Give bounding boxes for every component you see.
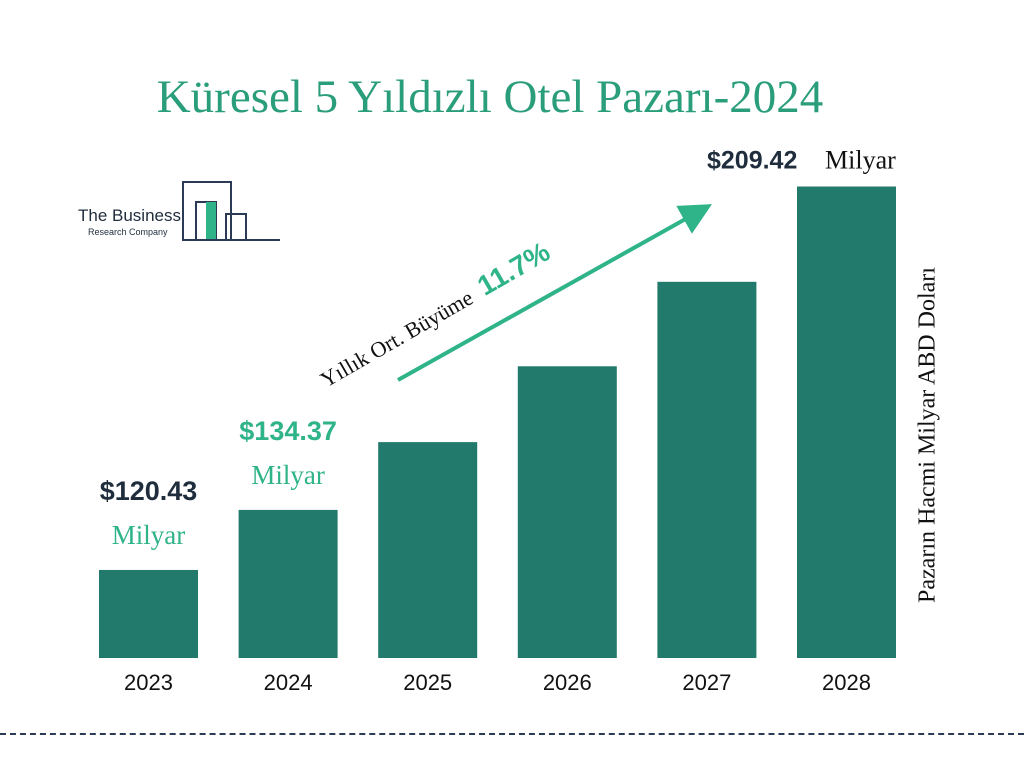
y-axis-label: Pazarın Hacmi Milyar ABD Doları [914, 267, 941, 603]
bar-2023 [99, 569, 198, 658]
growth-rate: 11.7% [472, 236, 555, 302]
x-tick-label: 2023 [124, 670, 173, 695]
value-label: $120.43 [100, 476, 198, 506]
logo-name: The Business [78, 206, 181, 225]
x-tick-label: 2027 [682, 670, 731, 695]
x-tick-label: 2026 [543, 670, 592, 695]
bar-2026 [517, 366, 617, 658]
growth-arrow [397, 204, 712, 382]
logo-buildings-icon [182, 181, 280, 241]
chart-title: Küresel 5 Yıldızlı Otel Pazarı-2024 [156, 71, 824, 123]
bar-2028 [797, 186, 896, 658]
x-tick-label: 2028 [822, 670, 871, 695]
value-label: $209.42 [707, 146, 797, 174]
logo-subtitle: Research Company [88, 227, 168, 237]
bar-2024 [238, 509, 338, 658]
value-unit-label: Milyar [825, 145, 896, 174]
bar-2027 [657, 281, 757, 658]
growth-label-text: Yıllık Ort. Büyüme [316, 285, 477, 393]
value-label: $134.37 [239, 416, 337, 446]
x-tick-label: 2025 [403, 670, 452, 695]
value-unit-label: Milyar [251, 460, 325, 490]
bar-2025 [378, 442, 478, 658]
x-tick-label: 2024 [264, 670, 313, 695]
company-logo: The Business Research Company [78, 180, 288, 250]
bottom-divider [0, 733, 1024, 735]
value-unit-label: Milyar [112, 520, 186, 550]
